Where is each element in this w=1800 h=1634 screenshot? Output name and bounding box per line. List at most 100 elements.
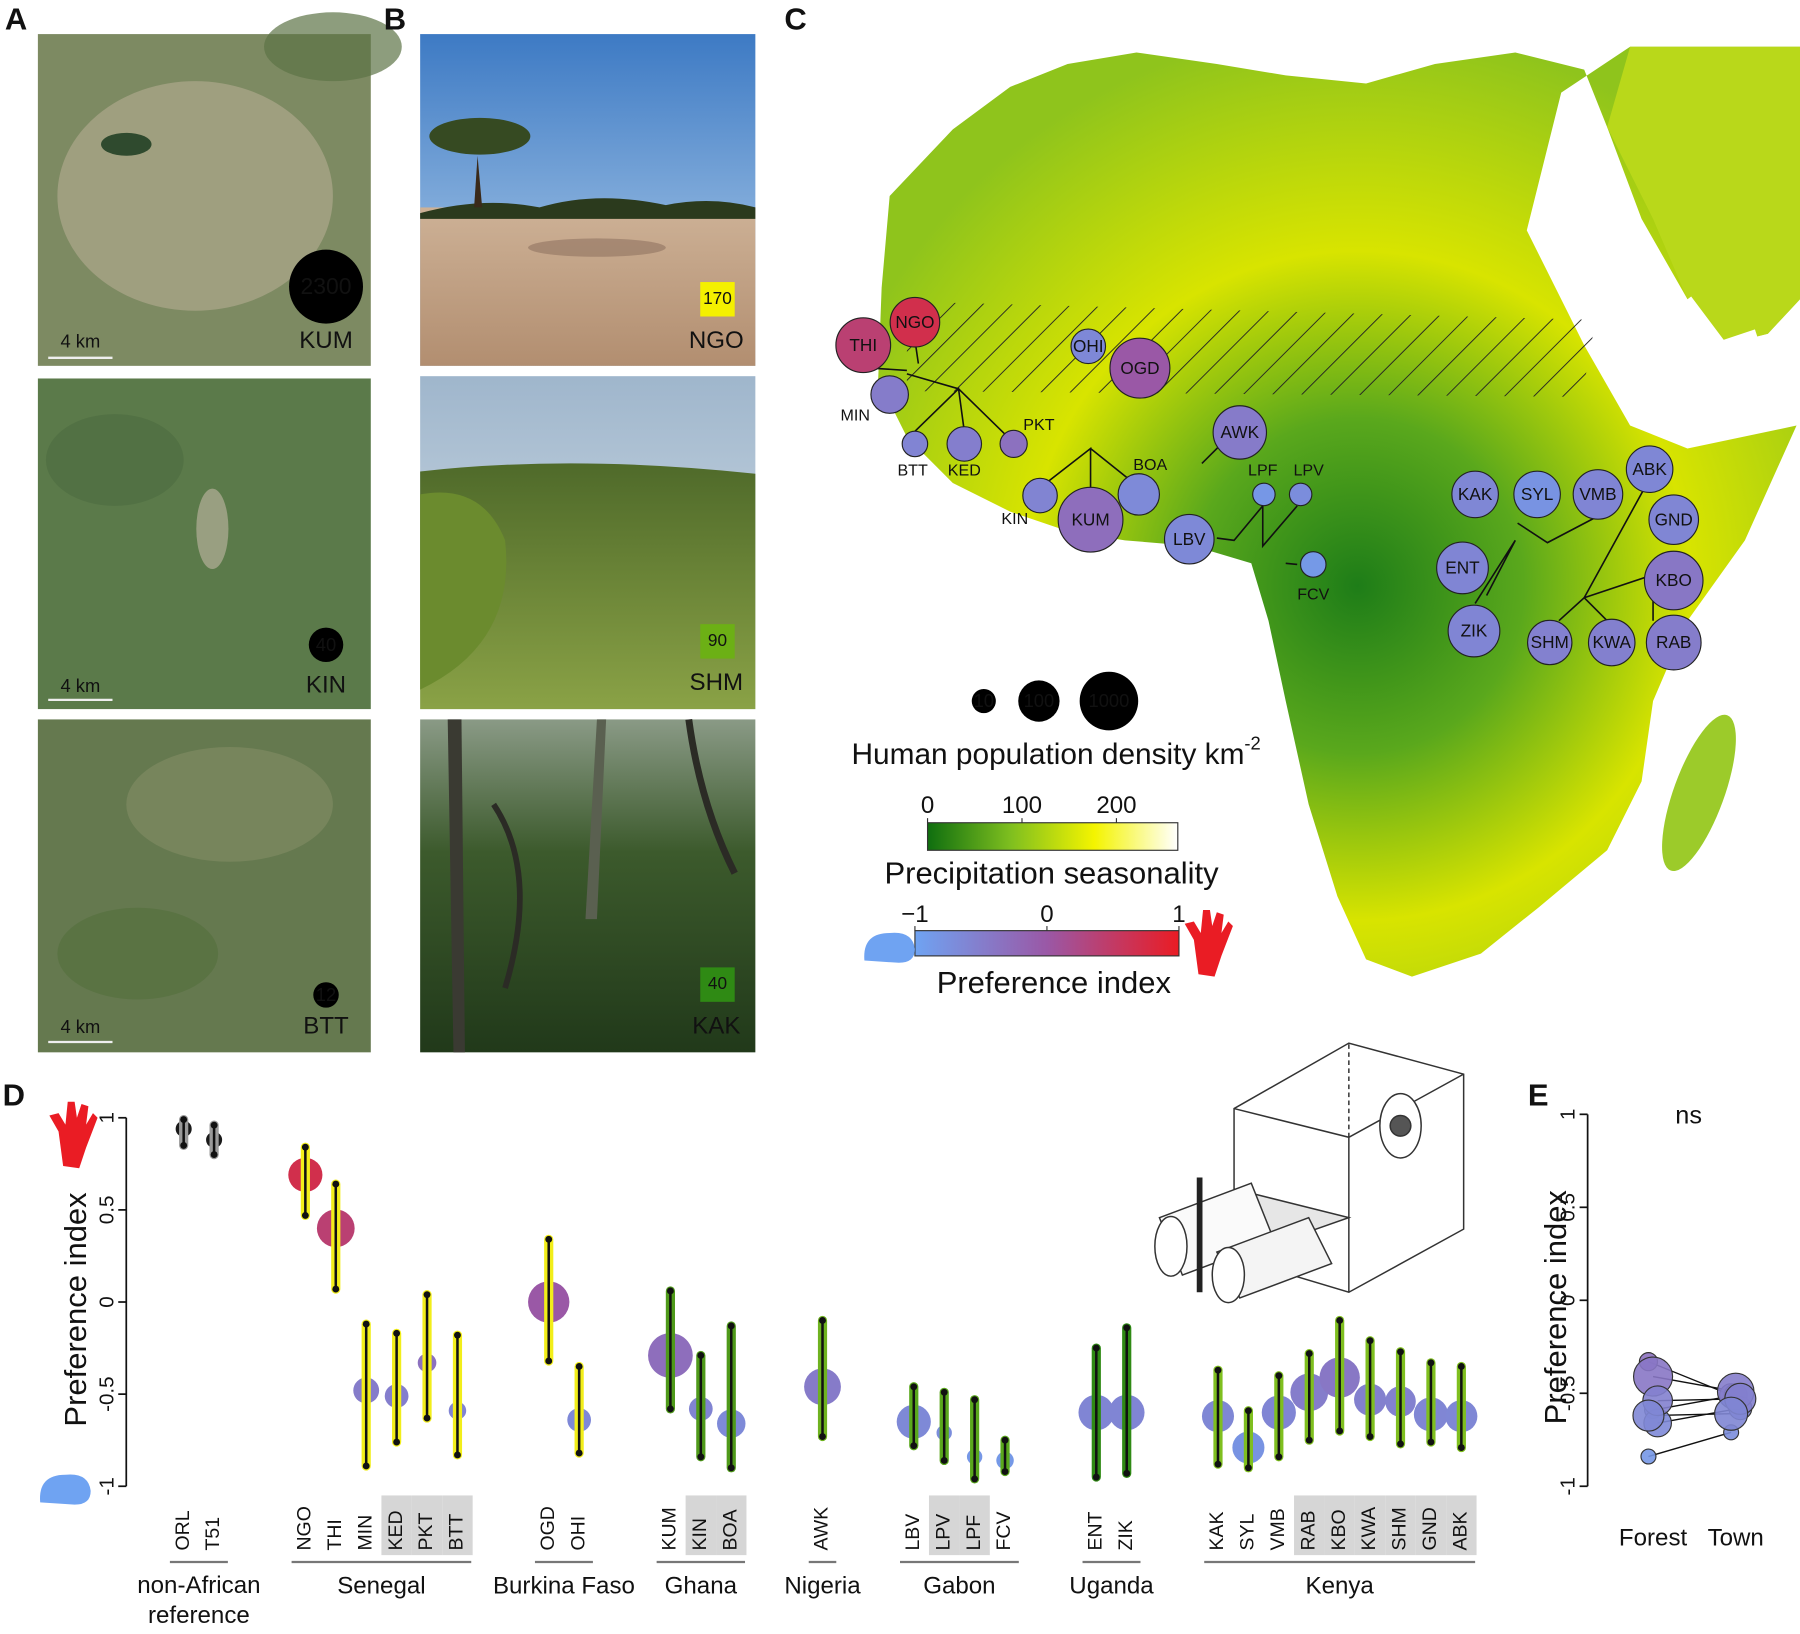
site-code: KAK	[692, 1012, 740, 1039]
pair-shade	[381, 1495, 412, 1556]
colorbar-tick-label: −1	[901, 901, 928, 928]
map-site-bubble	[1648, 494, 1700, 546]
error-cap	[575, 1363, 583, 1370]
group-label: Gabon	[923, 1573, 995, 1600]
site-label: OGD	[537, 1506, 559, 1550]
density-bubble	[313, 982, 339, 1008]
x-tick-label: Forest	[1619, 1524, 1688, 1551]
pair-point	[1714, 1396, 1749, 1431]
site-label: ENT	[1084, 1511, 1106, 1550]
error-cap	[393, 1329, 401, 1337]
map-site-label: OHI	[1073, 336, 1104, 356]
error-cap	[454, 1451, 461, 1459]
map-site-label: KED	[948, 462, 981, 480]
legend-bubble	[971, 689, 996, 714]
map-site-bubble	[1022, 477, 1058, 514]
error-cap	[1427, 1438, 1435, 1446]
colorbar-tick-label: 200	[1096, 792, 1136, 819]
legend-bubble-label: 1000	[1089, 690, 1130, 711]
error-cap	[697, 1453, 705, 1461]
error-cap	[575, 1449, 583, 1457]
pair-point	[1640, 1448, 1657, 1465]
site-code: BTT	[303, 1012, 349, 1039]
error-cap	[1305, 1436, 1313, 1444]
pair-point	[1632, 1399, 1665, 1432]
density-bubble	[308, 627, 344, 663]
map-site-label: LBV	[1173, 529, 1206, 549]
error-cap	[1123, 1324, 1131, 1332]
map-site-bubble	[1625, 445, 1674, 493]
panel-label: E	[1528, 1077, 1549, 1112]
site-label: LBV	[902, 1514, 924, 1551]
error-cap	[819, 1433, 826, 1440]
x-tick-label: Town	[1708, 1524, 1764, 1551]
group-label: Ghana	[665, 1573, 738, 1600]
legend-bubble	[1079, 671, 1139, 731]
y-axis-label: Preference index	[58, 1192, 93, 1427]
pair-shade	[1446, 1495, 1477, 1556]
map-site-label: KWA	[1592, 632, 1631, 652]
map-site-bubble	[1117, 473, 1161, 516]
map-site-bubble	[870, 375, 909, 414]
density-label: 40	[316, 634, 336, 655]
map-site-label: VMB	[1579, 484, 1616, 504]
error-cap	[362, 1320, 370, 1328]
site-label: MIN	[354, 1515, 376, 1551]
scale-label: 4 km	[60, 1016, 100, 1037]
error-cap	[971, 1396, 979, 1404]
error-cap	[332, 1180, 340, 1188]
group-label-box: non-African reference	[137, 1572, 261, 1629]
site-label: KIN	[689, 1518, 711, 1551]
colorbar-tick-label: 0	[921, 792, 934, 819]
pair-shade	[1354, 1495, 1386, 1556]
site-label: ABK	[1450, 1512, 1472, 1551]
site-code: NGO	[689, 327, 744, 354]
error-cap	[727, 1464, 735, 1472]
error-cap	[210, 1151, 218, 1159]
error-cap	[180, 1141, 188, 1149]
pair-shade	[1385, 1495, 1416, 1556]
error-cap	[1366, 1433, 1374, 1440]
error-cap	[1366, 1337, 1374, 1345]
y-tick-label: 1	[1557, 1109, 1580, 1121]
error-cap	[545, 1235, 553, 1243]
error-cap	[454, 1331, 461, 1339]
map-site-label: LPF	[1248, 462, 1278, 480]
group-label: Kenya	[1306, 1573, 1375, 1600]
site-label: ORL	[172, 1510, 194, 1550]
guinea-pig-icon	[864, 932, 915, 963]
hand-icon	[1184, 909, 1233, 977]
error-cap	[666, 1405, 674, 1413]
annotation: ns	[1675, 1101, 1702, 1129]
map-site-bubble	[1288, 482, 1313, 507]
group-label: non-African reference	[137, 1572, 261, 1629]
map-site-bubble	[1212, 405, 1268, 460]
error-cap	[1305, 1350, 1313, 1358]
error-cap	[819, 1316, 826, 1324]
site-label: SHM	[1389, 1507, 1411, 1550]
pair-shade	[928, 1495, 960, 1556]
y-tick-label: 1	[95, 1112, 118, 1124]
map-site-label: RAB	[1656, 632, 1691, 652]
error-cap	[545, 1357, 553, 1365]
error-cap	[1214, 1460, 1222, 1468]
error-cap	[1214, 1366, 1222, 1374]
site-label: VMB	[1267, 1508, 1289, 1550]
panel-label: A	[5, 2, 27, 37]
map-site-label: BOA	[1133, 456, 1167, 474]
site-label: BTT	[446, 1514, 468, 1551]
map-site-bubble	[1436, 541, 1489, 595]
map-site-label: ZIK	[1461, 621, 1488, 641]
pair-shade	[959, 1495, 990, 1556]
map-site-label: MIN	[841, 407, 870, 425]
panel-label: D	[3, 1077, 25, 1112]
map-site-label: THI	[849, 335, 877, 355]
error-cap	[362, 1462, 370, 1470]
map-site-label: AWK	[1221, 422, 1260, 442]
map-site-bubble	[1645, 614, 1702, 671]
map-site-bubble	[1451, 470, 1499, 519]
site-label: FCV	[993, 1512, 1015, 1551]
y-axis-label: Preference index	[1538, 1190, 1573, 1425]
group-label: Burkina Faso	[493, 1573, 635, 1600]
